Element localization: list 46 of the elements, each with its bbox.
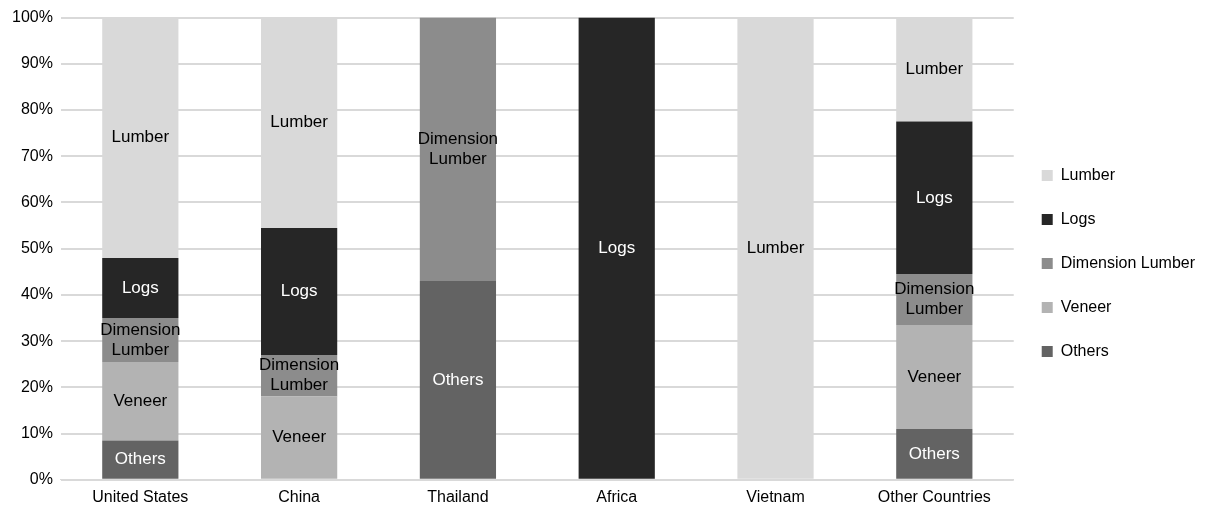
text: Others bbox=[114, 449, 166, 469]
y-tick-label: 0% bbox=[29, 470, 53, 488]
x-tick-label: Other Countries bbox=[877, 487, 991, 505]
x-tick-label: Thailand bbox=[427, 487, 489, 505]
x-tick-label: Africa bbox=[596, 487, 638, 505]
text: Others bbox=[908, 443, 960, 463]
bar bbox=[896, 121, 973, 275]
bar bbox=[419, 281, 497, 479]
bar bbox=[261, 227, 338, 356]
x-tick-label: Vietnam bbox=[746, 487, 805, 505]
legend-label: Others bbox=[1060, 341, 1109, 359]
x-tick-label: United States bbox=[92, 487, 189, 505]
text: Logs bbox=[598, 237, 636, 257]
x-tick-label: China bbox=[278, 487, 321, 505]
text: Lumber bbox=[746, 237, 805, 257]
bar bbox=[261, 396, 338, 479]
y-tick-label: 40% bbox=[20, 285, 53, 303]
y-tick-label: 50% bbox=[20, 239, 53, 257]
text: Veneer bbox=[113, 390, 168, 410]
y-tick-label: 30% bbox=[20, 331, 53, 349]
text: Veneer bbox=[272, 427, 327, 447]
legend-label: Dimension Lumber bbox=[1060, 253, 1196, 271]
bar bbox=[102, 257, 179, 319]
bar bbox=[896, 428, 973, 479]
y-tick-label: 90% bbox=[20, 54, 53, 72]
text: Lumber bbox=[111, 127, 170, 147]
text: Lumber bbox=[905, 59, 964, 79]
text: Others bbox=[432, 369, 484, 389]
y-tick-label: 10% bbox=[20, 423, 53, 441]
bar bbox=[896, 324, 973, 429]
y-tick-label: 100% bbox=[12, 8, 53, 26]
y-tick-label: 70% bbox=[20, 146, 53, 164]
legend-label: Veneer bbox=[1060, 297, 1113, 315]
bar bbox=[578, 17, 655, 479]
bar bbox=[419, 17, 497, 282]
y-tick-label: 60% bbox=[20, 192, 53, 210]
bar bbox=[102, 361, 179, 441]
text: Lumber bbox=[270, 112, 328, 132]
text: Veneer bbox=[907, 366, 962, 386]
legend-label: Lumber bbox=[1060, 165, 1116, 183]
text: Logs bbox=[280, 281, 318, 301]
y-tick-label: 20% bbox=[20, 377, 53, 395]
legend-label: Logs bbox=[1060, 209, 1096, 227]
text: Logs bbox=[121, 277, 159, 297]
y-tick-label: 80% bbox=[20, 100, 53, 118]
text: Logs bbox=[915, 187, 953, 207]
